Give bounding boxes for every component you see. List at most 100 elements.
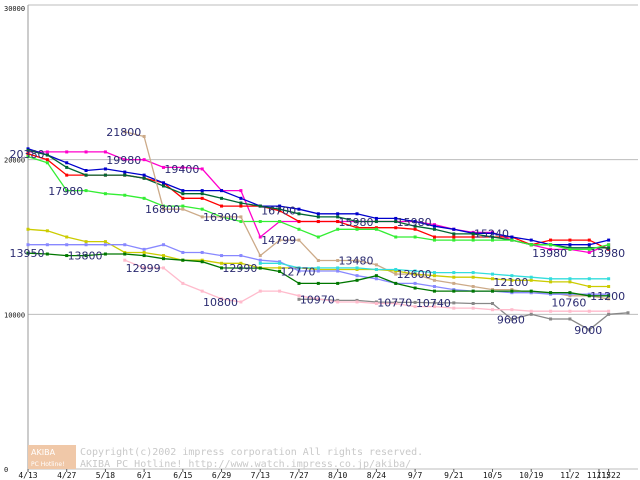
- data-point: [200, 215, 204, 219]
- data-point: [200, 207, 204, 211]
- y-tick-labels: 0 10000 20000 30000: [4, 5, 25, 474]
- data-point: [316, 220, 320, 224]
- data-point: [355, 278, 359, 282]
- copyright-line: Copyright(c)2002 impress corporation All…: [80, 447, 423, 458]
- data-point: [220, 189, 224, 193]
- data-point: [432, 289, 436, 293]
- data-point: [529, 275, 533, 279]
- data-point: [84, 243, 88, 247]
- data-point: [123, 258, 127, 262]
- data-point: [26, 150, 30, 154]
- data-point: [239, 215, 243, 219]
- copyright-watermark: AKIBA PC Hotline! Copyright(c)2002 impre…: [28, 445, 423, 470]
- data-point: [161, 266, 165, 270]
- data-label: 11200: [590, 290, 625, 303]
- data-point: [452, 238, 456, 242]
- data-label: 9680: [497, 313, 525, 326]
- series-lines: [26, 130, 630, 332]
- data-label: 13480: [339, 255, 374, 268]
- data-point: [529, 291, 533, 295]
- data-point: [181, 165, 185, 169]
- data-label: 13980: [590, 247, 625, 260]
- x-tick-label: 8/10: [328, 471, 347, 480]
- data-point: [568, 280, 572, 284]
- data-point: [103, 192, 107, 196]
- data-point: [200, 258, 204, 262]
- data-point: [452, 232, 456, 236]
- data-point: [432, 278, 436, 282]
- data-point: [374, 226, 378, 230]
- data-point: [568, 292, 572, 296]
- data-point: [200, 192, 204, 196]
- data-point: [510, 238, 514, 242]
- data-point: [549, 243, 553, 247]
- data-point: [84, 168, 88, 172]
- data-point: [471, 275, 475, 279]
- data-point: [278, 204, 282, 208]
- data-point: [413, 300, 417, 304]
- data-point: [258, 261, 262, 265]
- data-point: [355, 212, 359, 216]
- data-point: [432, 238, 436, 242]
- data-point: [413, 269, 417, 273]
- data-point: [297, 281, 301, 285]
- data-label: 10760: [551, 297, 586, 310]
- data-point: [316, 267, 320, 271]
- data-point: [568, 247, 572, 251]
- data-point: [297, 266, 301, 270]
- akiba-logo-box: [28, 445, 76, 469]
- data-point: [258, 220, 262, 224]
- data-point: [84, 254, 88, 258]
- data-point: [297, 269, 301, 273]
- data-label: 12770: [280, 265, 315, 278]
- data-point: [374, 220, 378, 224]
- data-point: [355, 274, 359, 278]
- data-point: [510, 235, 514, 239]
- data-label: 16800: [145, 203, 180, 216]
- data-point: [278, 289, 282, 293]
- x-tick-label: 5/18: [96, 471, 115, 480]
- data-point: [258, 266, 262, 270]
- data-point: [529, 289, 533, 293]
- data-point: [607, 247, 611, 251]
- data-point: [103, 173, 107, 177]
- data-point: [65, 189, 69, 193]
- data-point: [220, 266, 224, 270]
- data-point: [510, 278, 514, 282]
- data-point: [239, 204, 243, 208]
- data-point: [355, 227, 359, 231]
- data-point: [65, 161, 69, 165]
- x-tick-labels: 4/13 4/27 5/18 6/1 6/15 6/29 7/13 7/27 8/10 8/24 9…: [18, 471, 620, 480]
- x-tick-label: 7/13: [251, 471, 270, 480]
- data-point: [316, 212, 320, 216]
- data-point: [374, 300, 378, 304]
- data-point: [258, 289, 262, 293]
- data-point: [200, 289, 204, 293]
- data-label: 12600: [397, 268, 432, 281]
- data-point: [123, 170, 127, 174]
- data-point: [355, 259, 359, 263]
- data-point: [316, 297, 320, 301]
- data-point: [355, 266, 359, 270]
- data-point: [258, 204, 262, 208]
- data-point: [181, 192, 185, 196]
- data-point: [336, 269, 340, 273]
- data-point: [432, 305, 436, 309]
- data-point: [258, 254, 262, 258]
- data-label: 21800: [106, 126, 141, 139]
- data-point: [529, 243, 533, 247]
- data-point: [394, 220, 398, 224]
- data-point: [452, 288, 456, 292]
- data-label: 15980: [339, 216, 374, 229]
- data-point: [568, 246, 572, 250]
- data-point: [452, 281, 456, 285]
- data-point: [45, 150, 49, 154]
- data-point: [432, 271, 436, 275]
- data-point: [278, 220, 282, 224]
- data-point: [181, 189, 185, 193]
- data-point: [413, 227, 417, 231]
- data-point: [549, 238, 553, 242]
- data-point: [491, 235, 495, 239]
- data-point: [587, 309, 591, 313]
- data-point: [568, 309, 572, 313]
